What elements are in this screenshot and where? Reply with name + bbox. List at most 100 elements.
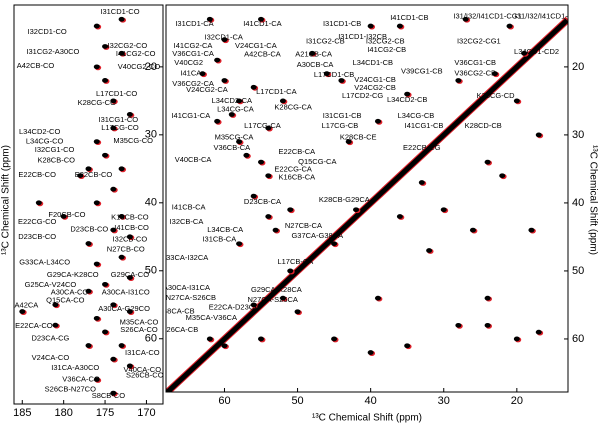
peak-label: G37CA-G38CA <box>291 231 343 240</box>
peak-label: I31/I32/I41CD1-CG1 <box>453 12 521 21</box>
peak <box>535 329 542 335</box>
peak-label: I31CD1-CB <box>323 19 361 28</box>
peak-label: I31CA-CO <box>125 348 160 357</box>
peak-label: V40CA-CO <box>124 365 162 374</box>
peak-label: I31CB-CA <box>202 235 236 244</box>
peak <box>469 227 476 233</box>
peak <box>374 295 381 301</box>
peak-label: A30CA-CO <box>51 288 89 297</box>
peak <box>491 71 498 77</box>
peak-label: N27CA-S26CA <box>247 295 297 304</box>
peak <box>93 139 100 145</box>
peak-label: S26CB-N27CO <box>45 385 96 394</box>
peak <box>396 214 403 219</box>
peak-label: M35CG-CA <box>215 133 254 142</box>
peak-label: D23CA-CG <box>31 334 69 343</box>
y-tick-label: 60 <box>572 333 584 345</box>
peak-label: E22CB-CO <box>75 170 113 179</box>
peak-label: I41CG1-CB <box>405 121 444 130</box>
peak-label: S26CA-CB <box>162 325 199 334</box>
x-axis-label: ¹³C Chemical Shift (ppm) <box>312 413 422 424</box>
peak <box>60 213 67 219</box>
peak-label: V24CA-CO <box>32 353 70 362</box>
peak <box>279 295 286 301</box>
peak-label: L17CG-CB <box>322 121 359 130</box>
peak <box>265 125 272 131</box>
peak <box>199 71 206 77</box>
peak <box>126 275 133 280</box>
x-tick-label: 20 <box>511 395 523 407</box>
y-tick-label: 40 <box>145 197 157 209</box>
peak <box>404 343 411 349</box>
peak <box>93 315 100 321</box>
peak <box>85 241 92 246</box>
x-tick-label: 30 <box>438 395 450 407</box>
peak-label: V36CG1-CA <box>172 49 214 58</box>
peak <box>258 16 265 22</box>
peak <box>110 186 117 192</box>
peak-label: A30CB-CA <box>297 60 334 69</box>
peak <box>221 37 228 43</box>
x-tick-label: 50 <box>291 395 303 407</box>
y-tick-label: 20 <box>145 61 157 73</box>
peak-label: M35CA-V36CA <box>186 313 237 322</box>
peak-label: S8CA-CB <box>162 307 195 316</box>
peak <box>250 302 257 308</box>
peak <box>294 309 301 315</box>
peak-label: E22CG-CO <box>18 217 57 226</box>
peak <box>396 23 403 29</box>
peak-label: V36CG1-CB <box>454 58 496 67</box>
peak-label: V36CA-CO <box>62 375 100 384</box>
peak <box>118 213 125 219</box>
peak-label: I31CG2-CB <box>306 37 345 46</box>
peak-label: I41CG1-CA <box>171 111 210 120</box>
peak-label: I31CG2-A30CO <box>26 47 79 56</box>
peak <box>126 309 133 314</box>
peak <box>521 50 528 56</box>
peak <box>102 44 109 49</box>
peak <box>118 166 125 172</box>
peak <box>110 98 117 104</box>
peak-label: V36CB-CA <box>213 143 250 152</box>
peak-label: I32CB-CA <box>170 217 204 226</box>
peak <box>499 173 506 179</box>
peak-label: K28CB-G29CA <box>319 195 370 204</box>
peak-label: V36CG2-CA <box>172 79 214 88</box>
peak <box>110 302 117 308</box>
peak-label: L34CD1-CB <box>353 58 393 67</box>
peak-label: I41CA <box>180 69 201 78</box>
peak-label: I32CG2-CG1 <box>457 37 501 46</box>
x-tick-label: 40 <box>365 395 377 407</box>
peak-label: I31/I32/I41CD1-CG2 <box>515 12 583 21</box>
peak-label: G29CA-K28CA <box>251 285 302 294</box>
peak-label: I32CG2-CO <box>108 41 148 50</box>
peak <box>52 302 59 308</box>
peak <box>338 78 345 83</box>
peak <box>110 227 117 233</box>
x-tick-label: 60 <box>218 395 230 407</box>
peak <box>440 207 447 213</box>
peak <box>77 173 84 179</box>
peak <box>102 78 109 83</box>
peak-label: V39CG1-CB <box>401 67 443 76</box>
peak <box>236 139 243 145</box>
peak-label: I32CB-CO <box>113 234 148 243</box>
peak <box>528 227 535 233</box>
peak <box>118 16 125 22</box>
peak <box>85 166 92 172</box>
peak-label: V24CG2-CB <box>354 83 396 92</box>
peak-label: A30CA-G29CO <box>98 304 150 313</box>
peak <box>126 112 133 117</box>
peak-label: G33CA-I32CA <box>160 253 208 262</box>
diagonal <box>166 18 568 392</box>
plot-area: I31CD1-COI32CD1-COI31CG2-A30COI32CG2-COI… <box>15 7 163 400</box>
peak <box>214 118 221 124</box>
peak <box>221 78 228 83</box>
peak <box>93 64 100 70</box>
peak-label: I41CD1-CB <box>390 13 428 22</box>
peak-label: E22CA-CO <box>15 321 53 330</box>
peak-label: N27CA-S26CB <box>166 293 216 302</box>
peak-label: I32CD1-CO <box>28 27 67 36</box>
peak <box>455 322 462 328</box>
peak <box>93 23 100 29</box>
